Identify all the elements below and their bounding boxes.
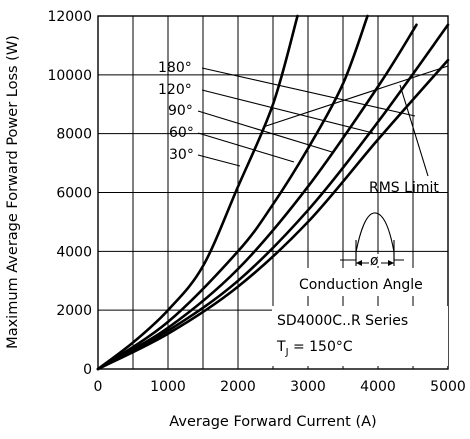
x-tick-label: 4000 <box>360 379 396 395</box>
temp-subscript: J <box>285 347 289 358</box>
x-tick-label: 2000 <box>220 379 256 395</box>
x-tick-label: 1000 <box>150 379 186 395</box>
y-tick-label: 4000 <box>56 244 92 260</box>
series-curve-3 <box>96 23 450 371</box>
junction-temperature-label: TJ = 150°C <box>276 339 353 358</box>
angle-label-120: 120° <box>158 82 192 98</box>
waveform-icon <box>340 212 404 261</box>
angle-label-90: 90° <box>168 103 193 119</box>
plot-frame <box>97 15 449 370</box>
rms-leader-2 <box>399 84 429 177</box>
x-axis-title: Average Forward Current (A) <box>169 414 376 430</box>
y-tick-label: 8000 <box>56 127 92 143</box>
leader-180 <box>201 67 416 117</box>
series-curve-2 <box>96 23 418 371</box>
arrow-right-head <box>388 260 394 266</box>
phi-symbol: ø <box>370 253 379 269</box>
x-tick-label: 5000 <box>430 379 466 395</box>
x-tick-label: 3000 <box>290 379 326 395</box>
angle-label-60: 60° <box>169 125 194 141</box>
series-curve-1 <box>96 14 369 371</box>
rms-limit-leaders <box>262 65 449 177</box>
leader-120 <box>201 89 374 134</box>
phi-bg <box>369 254 381 266</box>
y-tick-label: 10000 <box>47 68 92 84</box>
conduction-angle-inset: ø Conduction Angle <box>296 212 446 296</box>
leader-90 <box>197 110 333 153</box>
y-tick-label: 6000 <box>56 186 92 202</box>
temp-value: = 150°C <box>289 339 353 355</box>
conduction-angle-label: Conduction Angle <box>299 277 423 293</box>
angle-label-group: 180° 120° 90° 60° 30° <box>158 60 194 163</box>
y-tick-label: 2000 <box>56 303 92 319</box>
series-info-bg <box>272 306 448 366</box>
series-curve-4 <box>96 58 450 371</box>
series-curves <box>96 14 450 371</box>
leader-60 <box>197 132 295 163</box>
axis-ticks: 0 1000 2000 3000 4000 5000 0 2000 4000 6000 8000 10… <box>47 9 465 395</box>
series-curve-0 <box>96 14 299 371</box>
rms-limit-label: RMS Limit <box>369 180 439 196</box>
leader-30 <box>197 154 241 167</box>
rms-leader-1 <box>262 65 449 128</box>
arrow-left-head <box>356 260 362 266</box>
angle-label-180: 180° <box>158 60 192 76</box>
y-tick-label: 0 <box>83 362 92 378</box>
y-tick-label: 12000 <box>47 9 92 25</box>
angle-leader-lines <box>197 67 416 167</box>
angle-label-30: 30° <box>169 147 194 163</box>
conduction-label-bg <box>296 268 446 296</box>
x-tick-label: 0 <box>94 379 103 395</box>
y-axis-title: Maximum Average Forward Power Loss (W) <box>5 35 21 349</box>
series-info-box: SD4000C..R Series TJ = 150°C <box>272 306 448 366</box>
series-info-label: SD4000C..R Series <box>277 313 408 329</box>
temp-prefix: T <box>276 339 286 355</box>
